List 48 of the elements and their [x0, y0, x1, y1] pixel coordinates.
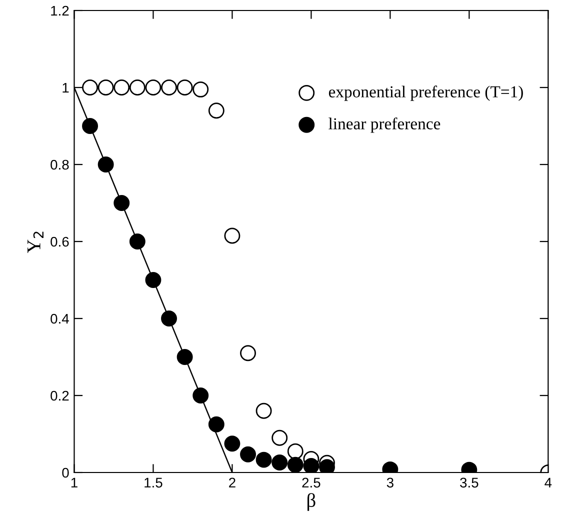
- y-tick-label: 1: [62, 82, 69, 93]
- x-tick-label: 3.5: [460, 478, 478, 488]
- legend-label: linear preference: [328, 118, 440, 133]
- point: [145, 80, 162, 96]
- y-tick-label: 0.8: [50, 160, 69, 170]
- point: [161, 310, 177, 326]
- point: [98, 156, 114, 172]
- point: [114, 195, 130, 211]
- point: [208, 416, 224, 432]
- y-axis-title: Y$_{2}$: [28, 232, 44, 254]
- point: [82, 80, 98, 96]
- x-axis-title: β: [308, 493, 316, 511]
- point: [161, 80, 177, 96]
- x-tick-label: 2.5: [302, 478, 320, 488]
- point: [192, 388, 209, 404]
- point: [129, 80, 146, 96]
- point: [240, 345, 256, 362]
- y-tick-label: 0: [62, 468, 69, 478]
- y-tick-label: 0.4: [50, 314, 69, 324]
- point: [176, 349, 193, 365]
- x-tick-label: 1: [71, 478, 78, 488]
- x-tick-label: 3: [386, 478, 394, 488]
- point: [287, 456, 304, 472]
- x-tick-label: 2: [229, 478, 236, 488]
- y-tick-label: 0.2: [50, 390, 69, 401]
- point: [114, 80, 130, 96]
- point: [272, 430, 288, 446]
- point: [192, 81, 209, 98]
- x-tick-label: 1.5: [144, 478, 162, 488]
- point: [256, 452, 272, 468]
- point: [240, 446, 256, 462]
- point: [272, 454, 288, 470]
- point: [303, 458, 320, 472]
- x-tick-label: 4: [544, 478, 552, 488]
- point: [208, 102, 224, 119]
- y-tick-label: 0.6: [50, 236, 69, 247]
- legend-label: exponential preference (T=1): [328, 86, 523, 101]
- point: [287, 443, 304, 460]
- point: [224, 436, 240, 452]
- point: [319, 459, 335, 472]
- y-tick-label: 1.2: [51, 6, 69, 16]
- point: [82, 118, 98, 134]
- point: [224, 228, 240, 244]
- point: [129, 234, 146, 250]
- point: [256, 402, 272, 419]
- point: [176, 80, 193, 96]
- point: [145, 272, 162, 288]
- point: [98, 80, 114, 96]
